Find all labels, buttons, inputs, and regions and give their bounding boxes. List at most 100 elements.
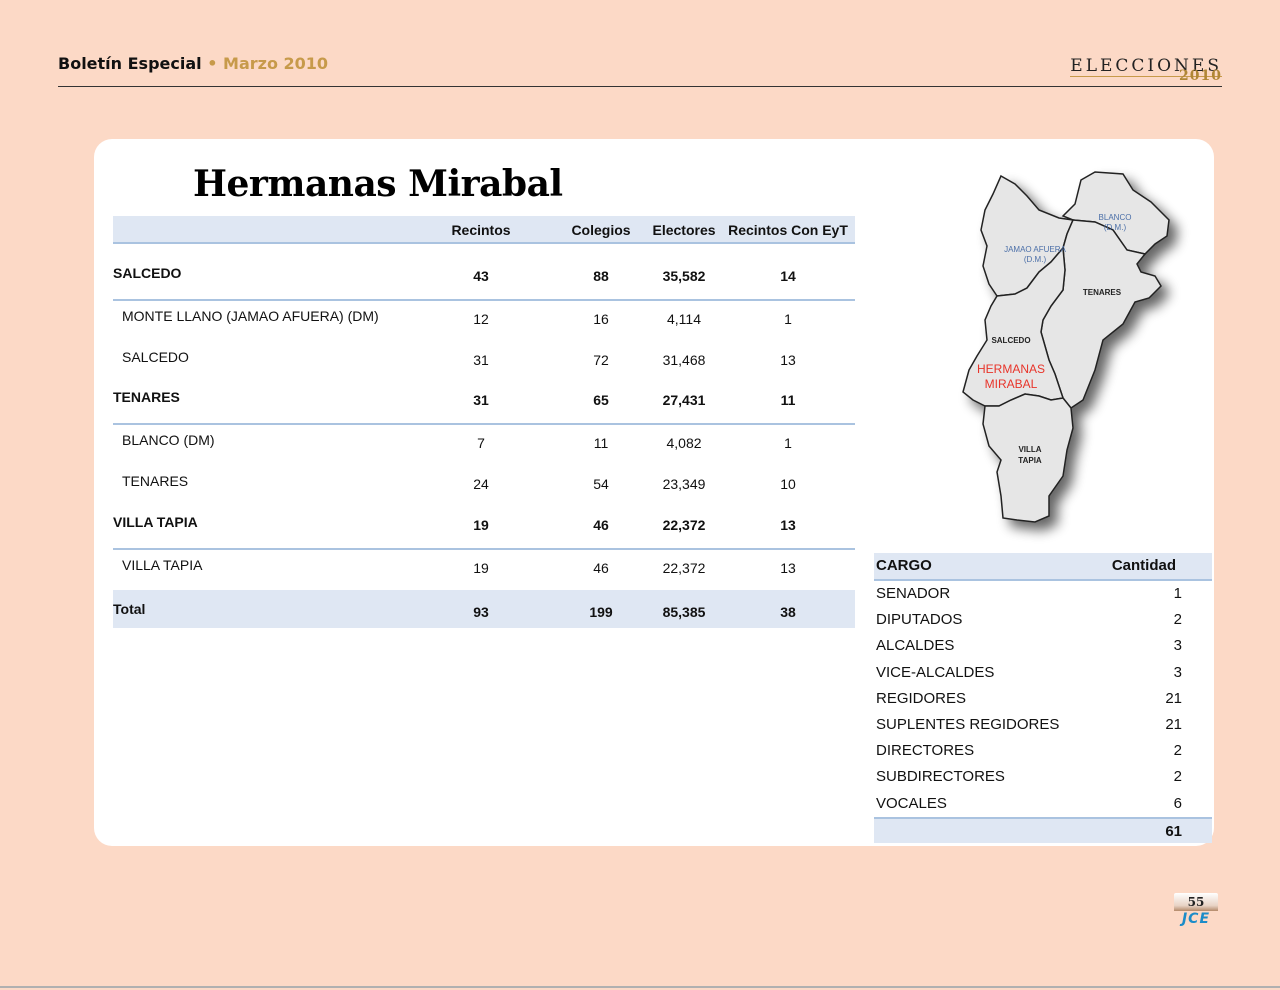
row-value: 10 [780,475,796,492]
cargos-header-cantidad: Cantidad [1111,557,1176,574]
elecciones-logo: ELECCIONES 2010 [1070,56,1222,84]
row-value: 31 [473,351,489,368]
cargo-count: 2 [1173,742,1182,760]
bulletin-header: Boletín Especial • Marzo 2010 [58,54,328,73]
row-name: TENARES [122,472,189,489]
row-value: 85,385 [662,604,706,621]
header-divider [58,86,1222,87]
row-value: 46 [593,516,609,533]
row-value: 88 [593,268,609,284]
row-value: 27,431 [662,392,706,409]
row-name: SALCEDO [122,348,189,365]
row-value: 199 [589,604,613,621]
row-value: 16 [593,310,609,327]
row-name: MONTE LLANO (JAMAO AFUERA) (DM) [122,307,379,324]
map-label-blanco: BLANCO [1099,213,1132,222]
row-name: VILLA TAPIA [122,556,203,573]
page-number-badge: 55 JCE [1174,893,1218,931]
page-bottom-edge [0,986,1280,988]
page-title: Hermanas Mirabal [193,163,563,205]
table-row: TENARES 24 54 23,349 10 [113,466,855,507]
row-name: VILLA TAPIA [113,513,198,530]
table-row: MONTE LLANO (JAMAO AFUERA) (DM) 12 16 4,114… [113,301,855,342]
row-value: 43 [473,268,489,284]
cargos-row: VOCALES 6 [874,791,1212,817]
map-label-tapia: TAPIA [1018,456,1042,465]
cargos-row: REGIDORES 21 [874,686,1212,712]
table-header-col: Recintos [451,222,511,238]
map-label-blanco-dm: (D.M.) [1104,223,1127,232]
row-name: TENARES [113,389,180,406]
cargo-name: REGIDORES [876,689,967,707]
map-label-jamao-dm: (D.M.) [1024,255,1047,264]
table-header-col: Colegios [571,222,631,238]
table-row: SALCEDO 31 72 31,468 13 [113,342,855,383]
map-label-jamao: JAMAO AFUERA [1004,245,1066,254]
cargo-name: ALCALDES [876,637,955,655]
cargo-count: 3 [1173,637,1182,655]
row-value: 22,372 [662,516,706,533]
cargos-total-row: 61 [874,816,1212,843]
cargo-name: SENADOR [876,585,951,602]
bulletin-separator: • [207,54,218,73]
table-row: TENARES 31 65 27,431 11 [113,382,855,426]
row-value: 14 [780,268,796,284]
row-value: 72 [593,351,609,368]
row-value: 12 [473,310,489,327]
row-value: 23,349 [662,475,706,492]
row-value: 4,082 [666,435,702,452]
row-value: 24 [473,475,489,492]
row-name: Total [113,601,146,618]
table-row: SALCEDO 43 88 35,582 14 [113,258,855,301]
table-spacer [113,244,855,258]
province-map: BLANCO (D.M.) JAMAO AFUERA (D.M.) TENARE… [962,171,1170,523]
table-header-row: Recintos Colegios Electores Recintos Con Ey… [113,216,855,244]
table-header-col: Electores [652,222,716,238]
map-label-villa: VILLA [1018,445,1041,454]
cargos-row: SENADOR 1 [874,581,1212,607]
cargos-header-cargo: CARGO [876,557,932,574]
cargo-name: DIPUTADOS [876,611,963,629]
province-stats-table: Recintos Colegios Electores Recintos Con Ey… [113,216,855,629]
row-value: 1 [784,310,792,327]
cargos-row: VICE-ALCALDES 3 [874,660,1212,686]
row-value: 46 [593,559,609,576]
cargo-count: 3 [1173,663,1182,681]
row-value: 38 [780,604,796,621]
cargo-name: DIRECTORES [876,742,975,760]
table-header-col: Recintos Con EyT [728,222,848,238]
map-label-province: HERMANAS [977,362,1045,376]
map-label-salcedo: SALCEDO [991,336,1030,345]
row-value: 19 [473,516,489,533]
cargos-row: SUPLENTES REGIDORES 21 [874,712,1212,738]
jce-logo: JCE [1181,911,1211,927]
cargos-row: ALCALDES 3 [874,633,1212,659]
row-value: 4,114 [667,310,701,327]
cargo-count: 1 [1173,585,1182,602]
cargo-count: 2 [1173,768,1182,786]
bulletin-name: Boletín Especial [58,54,202,73]
row-value: 31 [473,392,489,409]
cargos-header-row: CARGO Cantidad [874,553,1212,581]
row-value: 65 [593,392,609,409]
table-row: BLANCO (DM) 7 11 4,082 1 [113,425,855,466]
cargos-table: CARGO Cantidad SENADOR 1 DIPUTADOS 2 ALCALDE… [874,553,1212,843]
row-value: 11 [780,392,796,409]
row-name: SALCEDO [113,265,182,281]
cargo-count: 6 [1173,794,1182,812]
cargo-name: VICE-ALCALDES [876,663,995,681]
row-name: BLANCO (DM) [122,432,215,449]
table-total-row: Total 93 199 85,385 38 [113,590,855,629]
map-label-tenares: TENARES [1083,288,1122,297]
cargo-count: 21 [1165,715,1182,733]
map-label-province-2: MIRABAL [985,377,1038,391]
cargos-row: SUBDIRECTORES 2 [874,764,1212,790]
row-value: 35,582 [662,268,706,284]
row-value: 7 [477,435,485,452]
row-value: 31,468 [662,351,706,368]
cargos-row: DIRECTORES 2 [874,738,1212,764]
cargo-count: 21 [1165,689,1182,707]
row-value: 19 [473,559,489,576]
cargo-name: SUBDIRECTORES [876,768,1005,786]
row-value: 1 [784,435,792,452]
